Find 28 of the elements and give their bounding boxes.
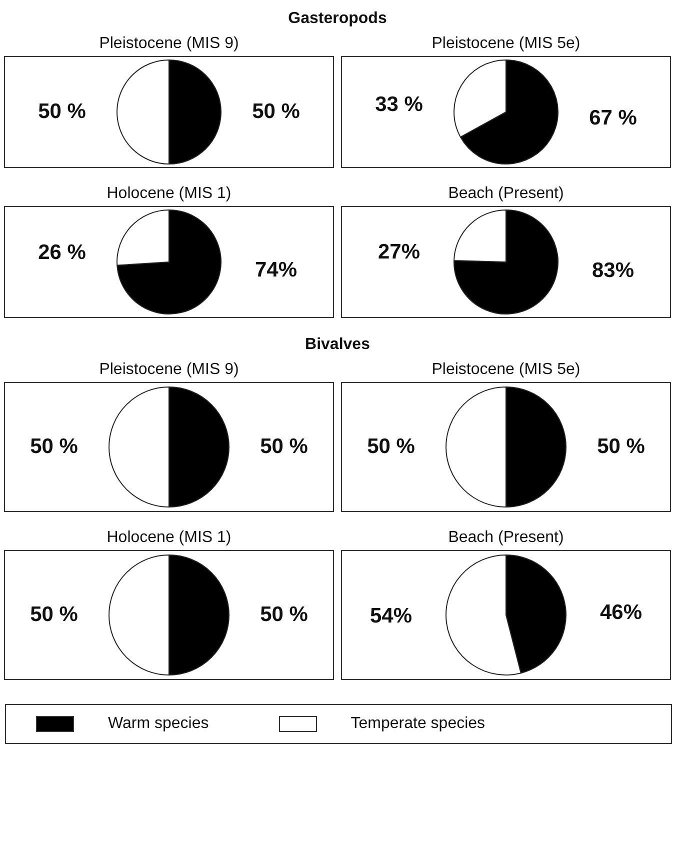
chart-title: Pleistocene (MIS 5e)	[430, 360, 582, 380]
data-label: 50 %	[260, 602, 308, 626]
data-label: 50 %	[252, 100, 300, 123]
chart-title: Pleistocene (MIS 9)	[98, 34, 240, 54]
data-label: 33 %	[375, 93, 424, 116]
data-label: 74%	[254, 258, 298, 282]
chart-title: Beach (Present)	[447, 528, 565, 548]
data-label: 67 %	[589, 106, 638, 130]
chart-title: Beach (Present)	[447, 184, 565, 204]
data-label: 27%	[378, 240, 420, 264]
data-label: 50 %	[367, 434, 416, 458]
data-label: 50 %	[597, 434, 646, 458]
text: Gasteropods	[287, 9, 388, 29]
data-label: 50 %	[38, 100, 86, 123]
data-label: 50 %	[260, 434, 308, 458]
data-label: 26 %	[38, 240, 86, 264]
chart-title: Pleistocene (MIS 9)	[98, 360, 240, 380]
legend-label: Warm species	[108, 715, 209, 733]
data-label: 54%	[370, 604, 412, 628]
slice-label: Temperate species	[350, 715, 486, 733]
chart-title: Holocene (MIS 1)	[106, 528, 232, 548]
chart-title: Pleistocene (MIS 5e)	[430, 34, 582, 54]
data-label: 50 %	[30, 434, 78, 458]
data-label: 46%	[600, 600, 642, 624]
data-label: 83%	[592, 259, 634, 282]
chart-title: Holocene (MIS 1)	[106, 184, 232, 204]
data-label: 50 %	[30, 602, 78, 626]
text: Bivalves	[304, 335, 371, 355]
